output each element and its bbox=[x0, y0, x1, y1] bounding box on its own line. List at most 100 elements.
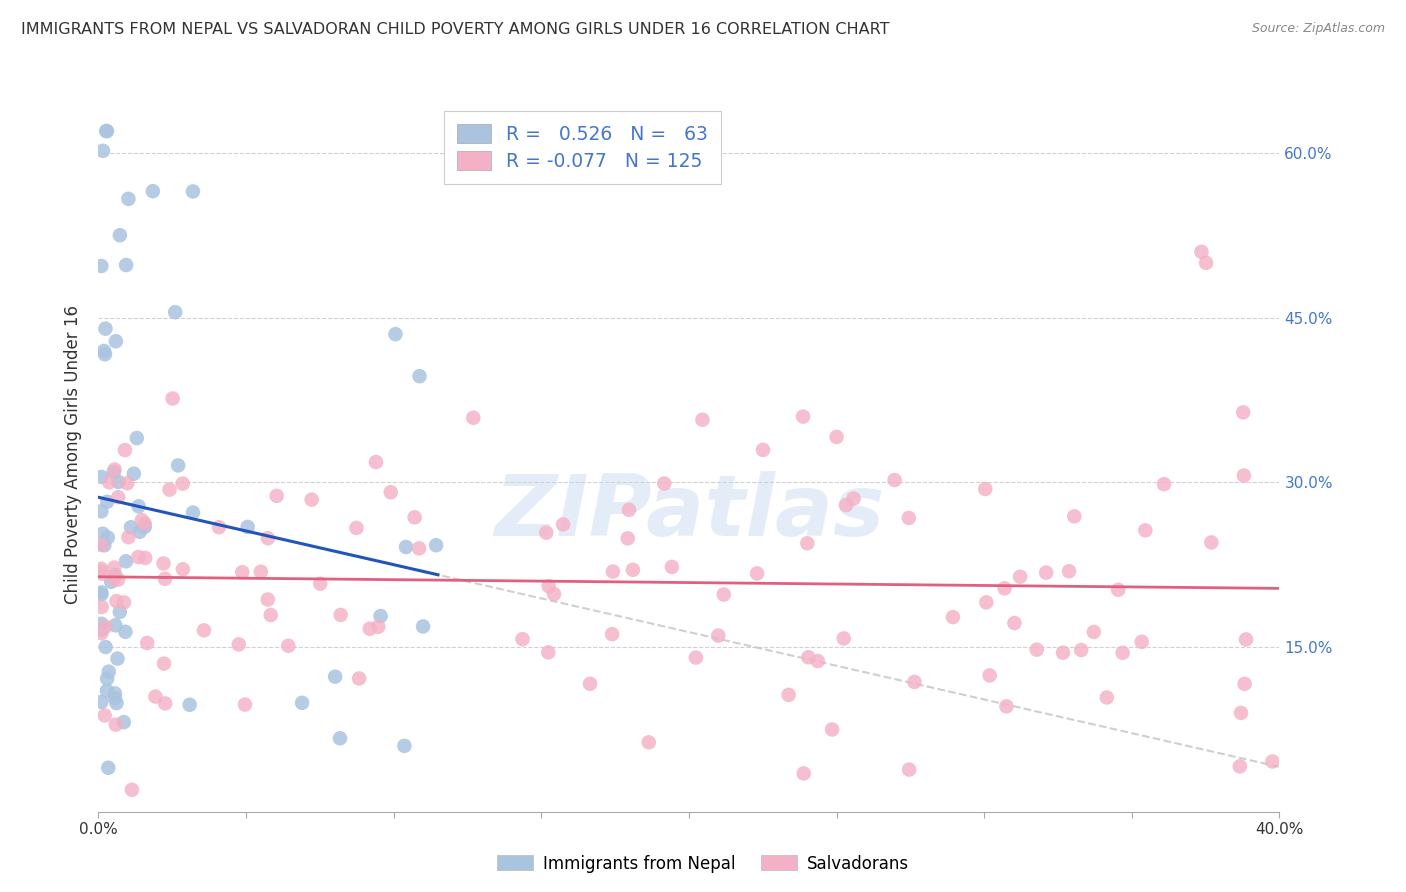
Point bbox=[104, 686, 127, 700]
Point bbox=[104, 618, 127, 632]
Point bbox=[537, 645, 560, 659]
Point bbox=[256, 592, 278, 607]
Point bbox=[602, 565, 624, 579]
Point bbox=[96, 672, 118, 686]
Point bbox=[752, 442, 775, 457]
Point bbox=[114, 443, 136, 458]
Point bbox=[463, 410, 485, 425]
Point bbox=[1107, 582, 1129, 597]
Point bbox=[90, 600, 112, 615]
Point bbox=[425, 538, 447, 552]
Point bbox=[107, 651, 129, 665]
Point bbox=[404, 510, 426, 524]
Point bbox=[266, 489, 288, 503]
Text: ZIPatlas: ZIPatlas bbox=[494, 470, 884, 554]
Point bbox=[125, 431, 148, 445]
Point bbox=[974, 482, 997, 496]
Point bbox=[107, 490, 129, 504]
Point bbox=[94, 321, 117, 335]
Point bbox=[346, 521, 368, 535]
Point bbox=[621, 563, 644, 577]
Point bbox=[93, 708, 115, 723]
Point bbox=[897, 511, 920, 525]
Legend: Immigrants from Nepal, Salvadorans: Immigrants from Nepal, Salvadorans bbox=[489, 848, 917, 880]
Point bbox=[364, 455, 387, 469]
Point bbox=[792, 409, 814, 424]
Point bbox=[600, 627, 623, 641]
Point bbox=[793, 766, 815, 780]
Point bbox=[301, 492, 323, 507]
Point bbox=[637, 735, 659, 749]
Point bbox=[97, 761, 120, 775]
Point bbox=[1201, 535, 1223, 549]
Point bbox=[408, 369, 430, 384]
Point bbox=[96, 124, 118, 138]
Point bbox=[796, 536, 818, 550]
Point bbox=[250, 565, 273, 579]
Point bbox=[1234, 632, 1257, 647]
Point bbox=[94, 620, 117, 634]
Point bbox=[122, 467, 145, 481]
Point bbox=[104, 691, 127, 706]
Point bbox=[153, 572, 176, 586]
Point bbox=[1004, 615, 1026, 630]
Point bbox=[821, 723, 844, 737]
Point bbox=[745, 566, 768, 581]
Point bbox=[167, 458, 190, 473]
Point bbox=[257, 531, 280, 545]
Point bbox=[1025, 642, 1047, 657]
Point bbox=[661, 560, 683, 574]
Point bbox=[1229, 759, 1251, 773]
Point bbox=[394, 739, 416, 753]
Point bbox=[91, 144, 114, 158]
Point bbox=[172, 562, 194, 576]
Point bbox=[233, 698, 256, 712]
Point bbox=[1035, 566, 1057, 580]
Point bbox=[104, 334, 127, 349]
Point bbox=[127, 549, 149, 564]
Point bbox=[979, 668, 1001, 682]
Point bbox=[995, 699, 1018, 714]
Point bbox=[1153, 477, 1175, 491]
Text: Source: ZipAtlas.com: Source: ZipAtlas.com bbox=[1251, 22, 1385, 36]
Point bbox=[134, 550, 156, 565]
Point bbox=[825, 430, 848, 444]
Point bbox=[115, 554, 138, 568]
Point bbox=[104, 717, 127, 731]
Point bbox=[112, 595, 135, 609]
Point bbox=[131, 513, 153, 527]
Point bbox=[128, 524, 150, 539]
Point bbox=[181, 185, 204, 199]
Point bbox=[1052, 646, 1074, 660]
Point bbox=[367, 620, 389, 634]
Point bbox=[903, 675, 925, 690]
Point bbox=[103, 560, 125, 574]
Point bbox=[1070, 643, 1092, 657]
Point bbox=[976, 595, 998, 609]
Point bbox=[260, 607, 283, 622]
Point bbox=[1130, 635, 1153, 649]
Point bbox=[108, 605, 131, 619]
Point bbox=[90, 616, 112, 631]
Point bbox=[1057, 564, 1080, 578]
Point bbox=[412, 619, 434, 633]
Point bbox=[90, 259, 112, 273]
Point bbox=[90, 538, 112, 552]
Point bbox=[159, 483, 181, 497]
Point bbox=[136, 636, 159, 650]
Point bbox=[1233, 677, 1256, 691]
Point bbox=[96, 124, 118, 138]
Point bbox=[90, 470, 112, 484]
Point bbox=[395, 540, 418, 554]
Point bbox=[179, 698, 201, 712]
Point bbox=[93, 538, 115, 552]
Point bbox=[1232, 405, 1254, 419]
Point bbox=[162, 392, 184, 406]
Point bbox=[120, 520, 142, 534]
Point bbox=[96, 683, 118, 698]
Point bbox=[579, 677, 602, 691]
Point bbox=[797, 650, 820, 665]
Point bbox=[105, 594, 128, 608]
Point bbox=[153, 697, 176, 711]
Point bbox=[103, 572, 125, 586]
